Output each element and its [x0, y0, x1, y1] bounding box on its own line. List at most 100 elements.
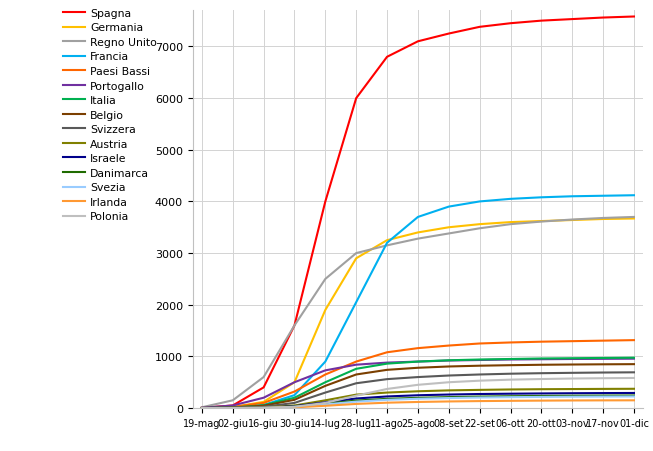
Portogallo — [383, 360, 391, 365]
Italia — [568, 356, 576, 361]
Portogallo — [568, 356, 576, 362]
Francia — [198, 405, 206, 411]
Irlanda — [352, 401, 360, 407]
Svezia — [568, 394, 576, 400]
Danimarca — [198, 405, 206, 411]
Danimarca — [414, 395, 422, 400]
Line: Austria: Austria — [202, 389, 634, 408]
Svizzera — [445, 373, 453, 378]
Italia — [229, 405, 236, 410]
Irlanda — [476, 399, 484, 404]
Israele — [476, 391, 484, 397]
Austria — [383, 390, 391, 396]
Paesi Bassi — [599, 338, 607, 344]
Italia — [198, 405, 206, 411]
Svizzera — [414, 374, 422, 380]
Austria — [630, 386, 638, 391]
Portogallo — [291, 380, 298, 385]
Belgio — [476, 363, 484, 368]
Israele — [537, 391, 545, 396]
Austria — [507, 387, 515, 392]
Regno Unito — [476, 226, 484, 231]
Germania — [260, 399, 268, 405]
Portogallo — [198, 405, 206, 410]
Irlanda — [321, 403, 329, 409]
Svezia — [383, 397, 391, 403]
Svezia — [229, 405, 236, 411]
Svezia — [414, 396, 422, 401]
Germania — [229, 405, 236, 410]
Svizzera — [383, 377, 391, 382]
Polonia — [599, 376, 607, 381]
Danimarca — [445, 395, 453, 400]
Svizzera — [229, 405, 236, 410]
Polonia — [476, 378, 484, 383]
Paesi Bassi — [476, 341, 484, 346]
Danimarca — [568, 393, 576, 399]
Israele — [445, 392, 453, 397]
Line: Svezia: Svezia — [202, 396, 634, 408]
Regno Unito — [599, 216, 607, 221]
Francia — [630, 193, 638, 198]
Belgio — [537, 362, 545, 368]
Polonia — [537, 377, 545, 382]
Danimarca — [229, 405, 236, 411]
Italia — [630, 355, 638, 361]
Svezia — [321, 402, 329, 407]
Germania — [291, 380, 298, 385]
Polonia — [198, 405, 206, 411]
Irlanda — [568, 398, 576, 403]
Line: Polonia: Polonia — [202, 378, 634, 408]
Svezia — [445, 396, 453, 401]
Portogallo — [445, 358, 453, 364]
Svizzera — [198, 405, 206, 411]
Regno Unito — [507, 222, 515, 227]
Italia — [537, 356, 545, 361]
Irlanda — [630, 398, 638, 403]
Israele — [630, 391, 638, 396]
Polonia — [321, 400, 329, 406]
Irlanda — [507, 398, 515, 404]
Svizzera — [537, 371, 545, 376]
Francia — [568, 194, 576, 199]
Paesi Bassi — [445, 343, 453, 349]
Svezia — [537, 394, 545, 400]
Germania — [414, 230, 422, 235]
Danimarca — [383, 396, 391, 402]
Irlanda — [291, 405, 298, 410]
Belgio — [321, 383, 329, 389]
Irlanda — [537, 398, 545, 404]
Danimarca — [260, 405, 268, 410]
Regno Unito — [260, 374, 268, 380]
Francia — [507, 197, 515, 202]
Spagna — [352, 96, 360, 101]
Legend: Spagna, Germania, Regno Unito, Francia, Paesi Bassi, Portogallo, Italia, Belgio,: Spagna, Germania, Regno Unito, Francia, … — [63, 9, 157, 222]
Line: Spagna: Spagna — [202, 18, 634, 408]
Germania — [476, 222, 484, 227]
Germania — [507, 220, 515, 226]
Francia — [414, 215, 422, 220]
Portogallo — [321, 368, 329, 373]
Austria — [352, 392, 360, 397]
Line: Portogallo: Portogallo — [202, 359, 634, 408]
Line: Danimarca: Danimarca — [202, 396, 634, 408]
Irlanda — [229, 405, 236, 411]
Paesi Bassi — [352, 359, 360, 364]
Spagna — [291, 323, 298, 328]
Austria — [291, 403, 298, 408]
Polonia — [291, 404, 298, 410]
Austria — [445, 388, 453, 393]
Austria — [599, 387, 607, 392]
Francia — [445, 204, 453, 210]
Svizzera — [568, 370, 576, 376]
Paesi Bassi — [321, 372, 329, 377]
Austria — [568, 387, 576, 392]
Svezia — [476, 395, 484, 400]
Regno Unito — [321, 276, 329, 282]
Paesi Bassi — [414, 345, 422, 351]
Austria — [321, 398, 329, 403]
Portogallo — [229, 403, 236, 408]
Svezia — [630, 394, 638, 399]
Irlanda — [383, 400, 391, 405]
Danimarca — [537, 393, 545, 399]
